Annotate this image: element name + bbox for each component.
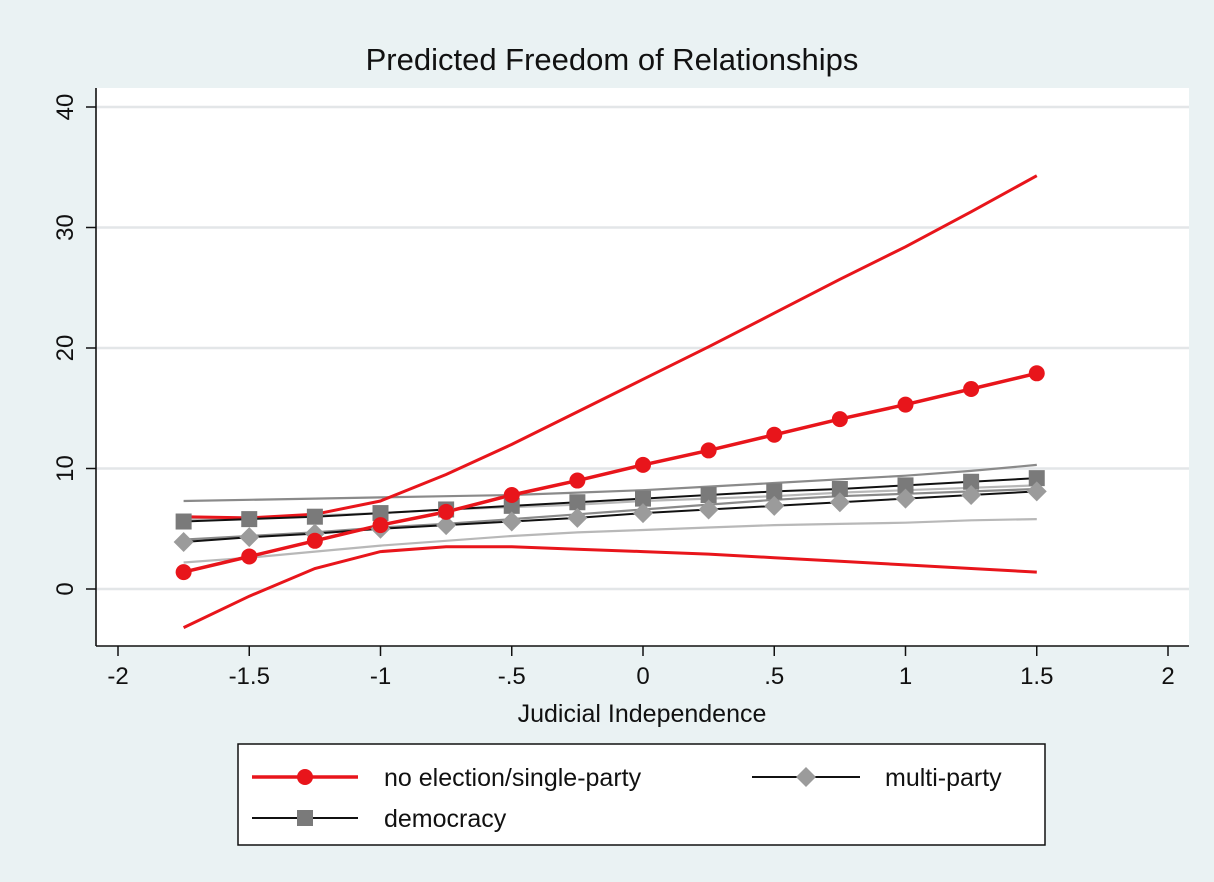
square-marker bbox=[175, 513, 192, 530]
square-marker bbox=[897, 477, 914, 494]
square-marker bbox=[241, 511, 258, 528]
series-line bbox=[183, 477, 1037, 523]
diamond-marker bbox=[829, 492, 850, 513]
legend-label: multi-party bbox=[885, 764, 1002, 792]
diamond-marker bbox=[173, 532, 194, 553]
square-marker bbox=[766, 483, 783, 500]
legend-square-marker bbox=[297, 810, 313, 826]
ci-lower-line bbox=[183, 518, 1037, 564]
plot-area bbox=[96, 88, 1189, 646]
x-tick-label: -1.5 bbox=[229, 663, 270, 690]
x-tick-label: 1.5 bbox=[1020, 663, 1053, 690]
legend-label: democracy bbox=[384, 805, 507, 833]
x-tick-label: 2 bbox=[1161, 663, 1174, 690]
marker-layer bbox=[173, 365, 1047, 581]
x-tick-label: -2 bbox=[107, 663, 128, 690]
y-tick-label: 30 bbox=[52, 214, 79, 241]
diamond-marker bbox=[764, 495, 785, 516]
ci-lower-line bbox=[183, 487, 1037, 541]
legend-box bbox=[237, 743, 1046, 846]
circle-marker bbox=[241, 548, 258, 565]
circle-marker bbox=[700, 442, 717, 459]
square-marker bbox=[306, 508, 323, 525]
square-marker bbox=[1028, 470, 1045, 487]
diamond-marker bbox=[436, 515, 457, 536]
x-tick-label: 0 bbox=[636, 663, 649, 690]
square-marker bbox=[700, 487, 717, 504]
legend: no election/single-party multi-party democ… bbox=[237, 743, 1046, 846]
chart-title: Predicted Freedom of Relationships bbox=[366, 42, 859, 77]
diamond-marker bbox=[895, 488, 916, 509]
circle-marker bbox=[963, 380, 980, 397]
x-tick-label: .5 bbox=[764, 663, 784, 690]
legend-label: no election/single-party bbox=[384, 764, 642, 792]
circle-marker bbox=[635, 456, 651, 473]
ci-lower-line bbox=[182, 545, 1037, 629]
diamond-marker bbox=[633, 503, 653, 524]
diamond-marker bbox=[239, 527, 260, 548]
series-line-layer bbox=[183, 371, 1038, 574]
circle-marker bbox=[503, 487, 520, 504]
y-tick-label: 0 bbox=[52, 582, 79, 595]
circle-marker bbox=[306, 532, 323, 549]
ci-upper-line bbox=[183, 174, 1038, 520]
x-axis-label: Judicial Independence bbox=[518, 700, 767, 728]
legend-circle-marker bbox=[297, 769, 313, 785]
x-tick-label: 1 bbox=[899, 663, 912, 690]
legend-diamond-marker bbox=[796, 767, 816, 787]
circle-marker bbox=[569, 472, 586, 489]
square-marker bbox=[569, 494, 586, 511]
x-tick-label: -1 bbox=[370, 663, 391, 690]
circle-marker bbox=[766, 426, 783, 443]
diamond-marker bbox=[698, 499, 719, 520]
x-tick-label: -.5 bbox=[498, 663, 526, 690]
diamond-marker bbox=[501, 511, 522, 532]
square-marker bbox=[963, 473, 980, 490]
diamond-marker bbox=[1026, 481, 1047, 502]
diamond-marker bbox=[567, 507, 588, 528]
square-marker bbox=[372, 505, 389, 522]
y-tick-label: 40 bbox=[52, 94, 79, 121]
circle-marker bbox=[897, 396, 914, 413]
axis-layer: 0 10 20 30 40 -2 -1.5 -1 -.5 0 .5 1 1.5 2 bbox=[52, 88, 1189, 690]
y-tick-label: 20 bbox=[52, 335, 79, 362]
diamond-marker bbox=[961, 485, 982, 506]
ci-upper-line bbox=[183, 463, 1037, 503]
square-marker bbox=[831, 480, 848, 497]
series-line bbox=[183, 371, 1038, 574]
circle-marker bbox=[1028, 365, 1045, 382]
circle-marker bbox=[831, 411, 848, 428]
y-tick-label: 10 bbox=[52, 455, 79, 482]
circle-marker bbox=[372, 517, 389, 534]
square-marker bbox=[635, 490, 651, 507]
series-line bbox=[183, 490, 1037, 543]
circle-marker bbox=[438, 503, 455, 520]
circle-marker bbox=[175, 564, 192, 581]
